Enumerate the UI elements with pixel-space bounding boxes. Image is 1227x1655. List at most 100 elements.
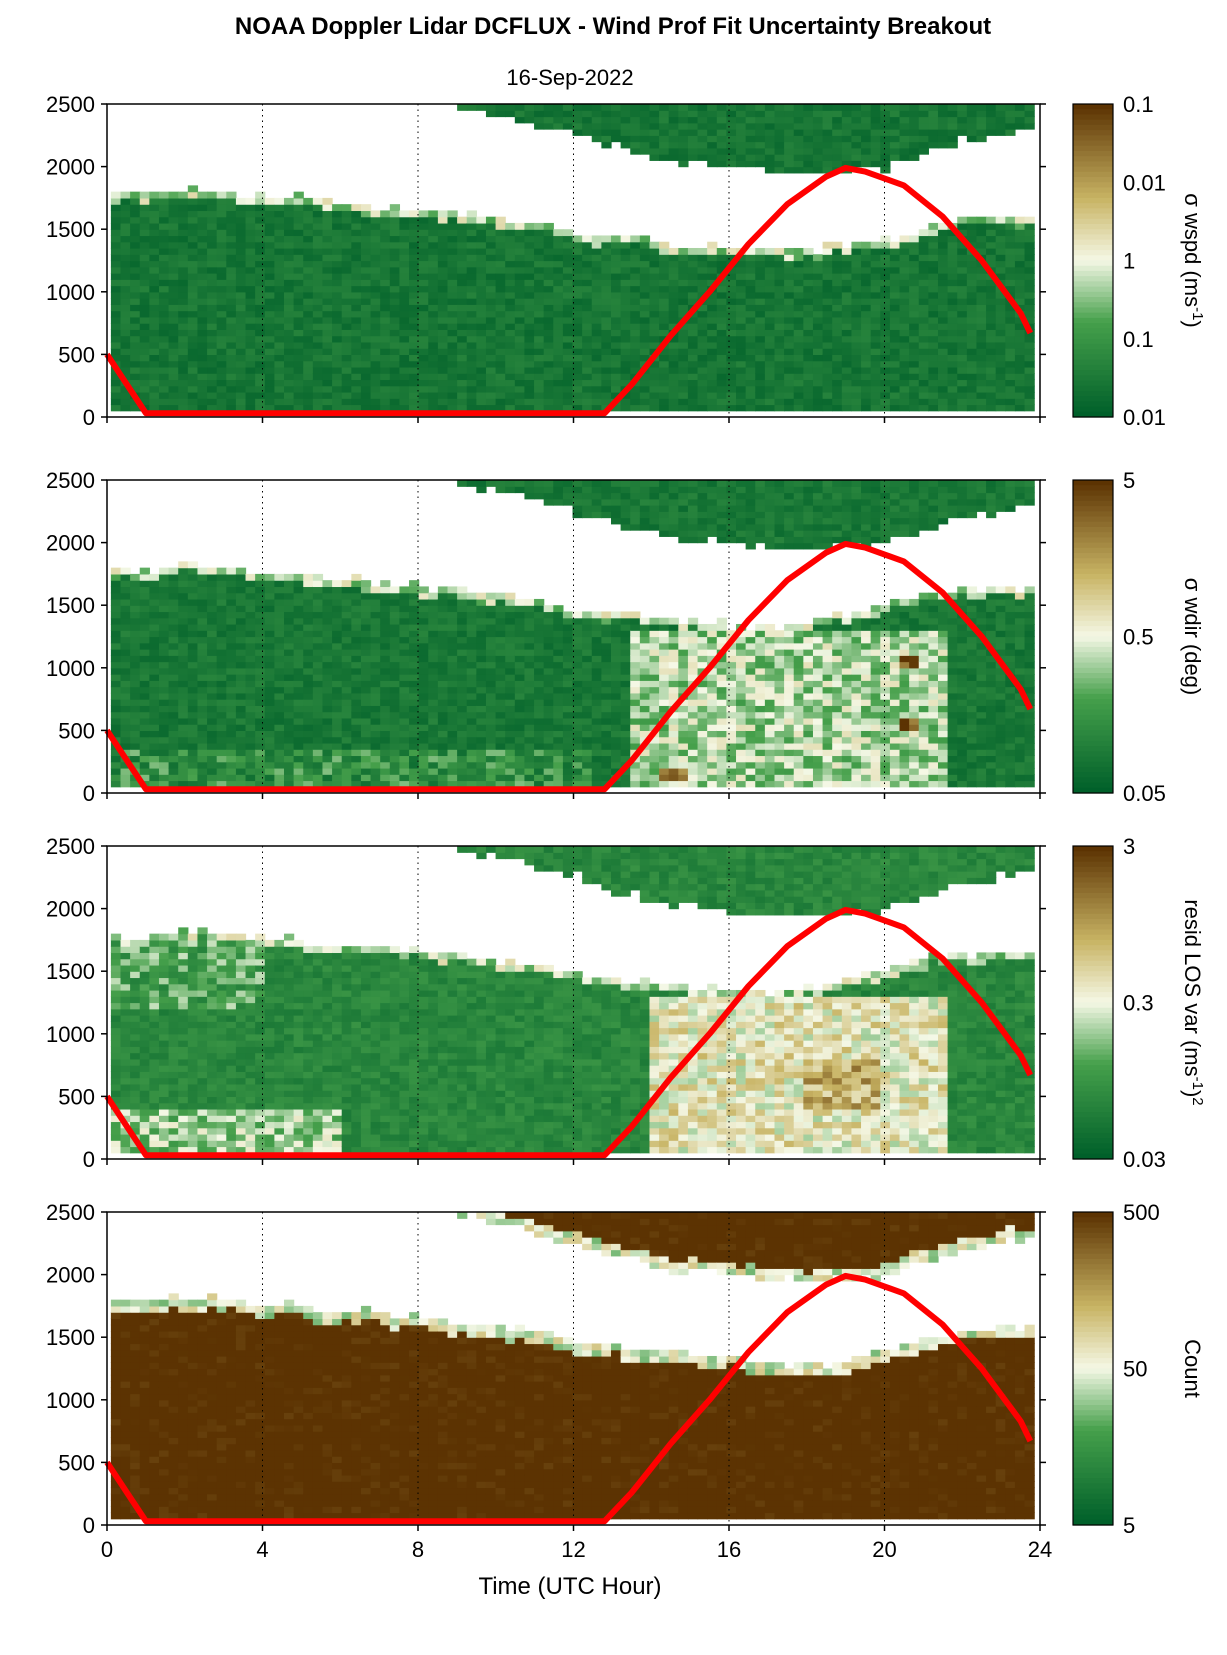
heatmap-cell xyxy=(476,335,487,343)
heatmap-cell xyxy=(255,667,266,675)
heatmap-cell xyxy=(524,674,535,681)
heatmap-cell xyxy=(851,335,862,343)
heatmap-cell xyxy=(841,154,853,161)
heatmap-cell xyxy=(668,366,679,374)
heatmap-cell xyxy=(832,135,843,143)
heatmap-cell xyxy=(216,354,227,362)
heatmap-cell xyxy=(514,661,526,669)
heatmap-cell xyxy=(1024,222,1035,230)
heatmap-cell xyxy=(995,404,1006,412)
heatmap-cell xyxy=(745,279,756,287)
heatmap-cell xyxy=(303,373,314,381)
heatmap-cell xyxy=(312,686,324,694)
heatmap-cell xyxy=(611,122,622,130)
heatmap-cell xyxy=(505,310,516,318)
heatmap-cell xyxy=(110,699,122,706)
heatmap-cell xyxy=(197,649,208,656)
heatmap-cell xyxy=(216,605,227,613)
colorbar-step xyxy=(1073,250,1113,256)
heatmap-cell xyxy=(312,780,324,788)
heatmap-cell xyxy=(678,247,689,255)
heatmap-cell xyxy=(380,360,391,368)
heatmap-cell xyxy=(360,279,372,287)
heatmap-cell xyxy=(707,147,718,155)
heatmap-cell xyxy=(514,266,526,274)
heatmap-cell xyxy=(880,291,891,299)
heatmap-cell xyxy=(668,104,679,111)
heatmap-cell xyxy=(418,279,429,287)
heatmap-cell xyxy=(1005,335,1016,343)
heatmap-cell xyxy=(476,730,487,738)
heatmap-cell xyxy=(207,323,218,330)
heatmap-cell xyxy=(226,630,237,638)
heatmap-cell xyxy=(447,222,458,230)
heatmap-cell xyxy=(428,767,439,775)
heatmap-cell xyxy=(668,273,679,280)
heatmap-cell xyxy=(553,335,564,343)
heatmap-cell xyxy=(322,391,333,399)
heatmap-cell xyxy=(110,767,122,775)
heatmap-cell xyxy=(909,129,920,136)
heatmap-cell xyxy=(216,329,227,337)
heatmap-cell xyxy=(485,717,497,725)
heatmap-cell xyxy=(187,348,199,355)
heatmap-cell xyxy=(255,580,266,588)
heatmap-cell xyxy=(418,298,429,305)
heatmap-cell xyxy=(158,598,170,606)
heatmap-cell xyxy=(226,385,237,393)
heatmap-cell xyxy=(889,329,901,337)
heatmap-cell xyxy=(534,736,545,744)
heatmap-cell xyxy=(380,761,391,769)
heatmap-cell xyxy=(303,285,314,293)
heatmap-cell xyxy=(678,129,689,136)
heatmap-cell xyxy=(418,385,429,393)
heatmap-cell xyxy=(620,247,631,255)
heatmap-cell xyxy=(360,285,372,293)
heatmap-cell xyxy=(245,329,256,337)
heatmap-cell xyxy=(1014,341,1026,349)
heatmap-cell xyxy=(572,104,583,111)
heatmap-cell xyxy=(264,711,275,719)
heatmap-cell xyxy=(668,141,679,149)
heatmap-cell xyxy=(832,316,843,324)
heatmap-cell xyxy=(524,636,535,644)
heatmap-cell xyxy=(534,385,545,393)
heatmap-cell xyxy=(736,116,747,124)
heatmap-cell xyxy=(341,580,352,588)
heatmap-cell xyxy=(120,724,131,731)
heatmap-cell xyxy=(110,730,122,738)
heatmap-cell xyxy=(476,655,487,663)
heatmap-cell xyxy=(370,642,381,650)
heatmap-cell xyxy=(505,742,516,750)
heatmap-cell xyxy=(293,692,304,700)
heatmap-cell xyxy=(399,385,410,393)
heatmap-cell xyxy=(389,636,401,644)
heatmap-cell xyxy=(264,617,275,625)
heatmap-cell xyxy=(524,736,535,744)
heatmap-cell xyxy=(437,335,449,343)
heatmap-cell xyxy=(812,354,824,362)
heatmap-cell xyxy=(158,755,170,763)
heatmap-cell xyxy=(139,736,150,744)
heatmap-cell xyxy=(1005,366,1016,374)
heatmap-cell xyxy=(822,116,833,124)
heatmap-cell xyxy=(235,774,247,782)
heatmap-cell xyxy=(437,329,449,337)
heatmap-cell xyxy=(120,222,131,230)
heatmap-cell xyxy=(976,385,987,393)
heatmap-cell xyxy=(966,341,978,349)
heatmap-cell xyxy=(668,310,679,318)
heatmap-cell xyxy=(235,711,247,719)
heatmap-cell xyxy=(745,260,756,268)
heatmap-cell xyxy=(851,391,862,399)
heatmap-cell xyxy=(534,774,545,782)
heatmap-cell xyxy=(822,141,833,149)
heatmap-cell xyxy=(649,291,660,299)
heatmap-cell xyxy=(755,385,766,393)
heatmap-cell xyxy=(437,210,449,218)
heatmap-cell xyxy=(1005,241,1016,249)
heatmap-cell xyxy=(976,329,987,337)
heatmap-cell xyxy=(899,391,910,399)
heatmap-cell xyxy=(360,316,372,324)
heatmap-cell xyxy=(418,705,429,713)
